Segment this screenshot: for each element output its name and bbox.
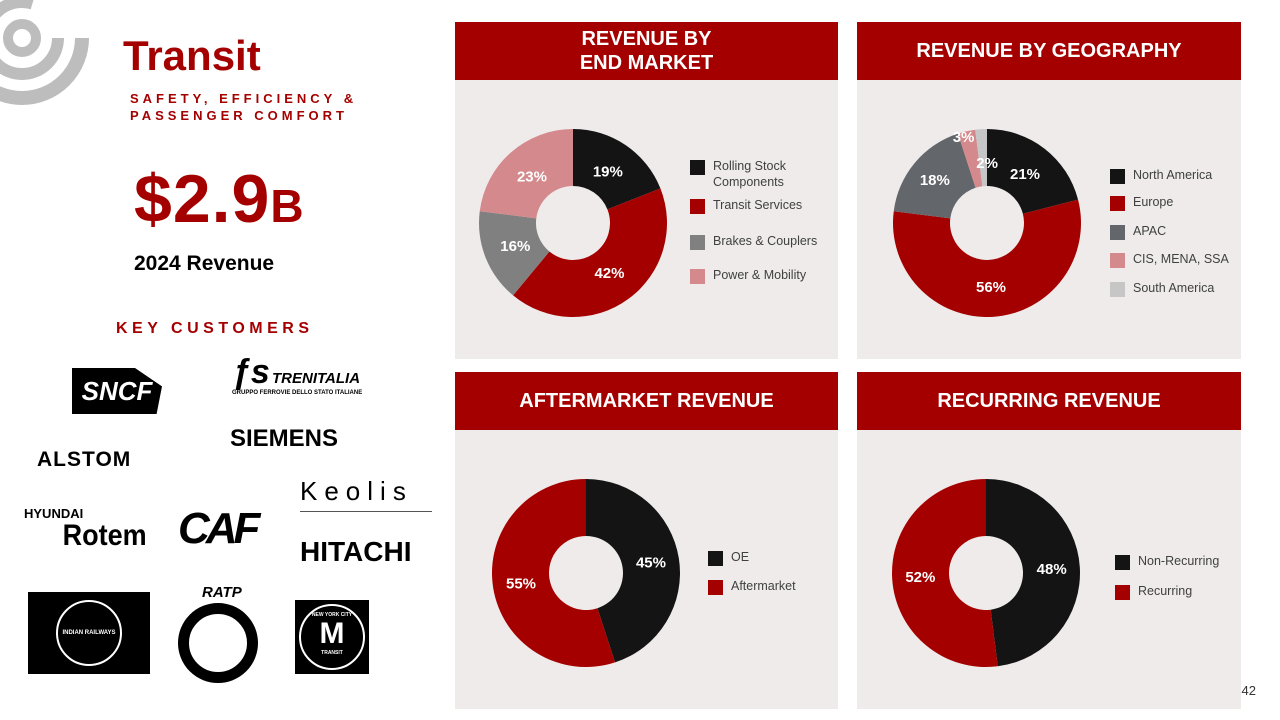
data-label: 19% (593, 164, 623, 181)
page-subtitle: SAFETY, EFFICIENCY & PASSENGER COMFORT (130, 91, 358, 123)
company-logo-swirl (0, 0, 89, 105)
legend-swatch (1110, 282, 1125, 297)
legend-item: Europe (1110, 194, 1173, 211)
data-label: 23% (517, 168, 547, 185)
donut-slice-europe (892, 199, 1081, 317)
legend-swatch (1110, 169, 1125, 184)
legend-item: Aftermarket (708, 578, 796, 595)
data-label: 18% (920, 172, 950, 189)
legend-label: Transit Services (713, 198, 803, 212)
logo-hyundai-rotem: HYUNDAI Rotem (24, 506, 147, 552)
page-title: Transit (123, 32, 261, 79)
legend-item: OE (708, 549, 749, 566)
revenue-number: $2.9 (134, 161, 271, 237)
logo-indian-railways: INDIAN RAILWAYS (28, 592, 150, 674)
legend-label: Aftermarket (731, 579, 796, 593)
data-label: 42% (594, 265, 624, 282)
chart-title-geography: REVENUE BY GEOGRAPHY (857, 22, 1241, 80)
legend-label: Recurring (1138, 584, 1193, 598)
logo-ratp: RATP (178, 584, 258, 683)
logo-trenitalia: ƒs TRENITALIA GRUPPO FERROVIE DELLO STATO… (232, 353, 363, 396)
data-label: 52% (905, 569, 935, 586)
legend-swatch (1115, 555, 1130, 570)
legend-item: South America (1110, 280, 1214, 297)
revenue-label: 2024 Revenue (134, 252, 275, 275)
legend-label: Non-Recurring (1138, 554, 1220, 568)
donut-slice-cis-mena-ssa (957, 129, 983, 188)
donut-slice-power-mobility (479, 129, 573, 219)
legend-item: Rolling Stock Components (690, 158, 803, 190)
legend-item: Power & Mobility (690, 267, 806, 284)
donut-slice-north-america (987, 129, 1079, 214)
logo-keolis: Keolis (300, 476, 432, 512)
legend-item: North America (1110, 167, 1212, 184)
legend-item: Transit Services (690, 197, 802, 214)
legend-item: Brakes & Couplers (690, 233, 817, 250)
chart-title-end-market: REVENUE BY END MARKET (455, 22, 838, 80)
data-label: 3% (953, 129, 975, 146)
data-label: 55% (506, 575, 536, 592)
legend-swatch (690, 269, 705, 284)
logo-alstom: ALSTOM (37, 448, 132, 471)
data-label: 56% (976, 279, 1006, 296)
legend-label: Brakes & Couplers (713, 234, 818, 248)
data-label: 2% (976, 155, 998, 172)
legend-item: Recurring (1115, 583, 1192, 600)
donut-slice-rolling-stock-components (573, 129, 661, 210)
donut-slice-aftermarket (491, 479, 616, 667)
logo-siemens: SIEMENS (230, 425, 339, 452)
legend-item: APAC (1110, 223, 1166, 240)
legend-swatch (1115, 585, 1130, 600)
legend-swatch (690, 160, 705, 175)
key-customers-heading: KEY CUSTOMERS (116, 320, 314, 337)
donut-slice-south-america (975, 129, 987, 187)
chart-title-aftermarket: AFTERMARKET REVENUE (455, 372, 838, 430)
donut-slice-oe (586, 479, 680, 663)
legend-label: OE (731, 550, 750, 564)
legend-label: APAC (1133, 224, 1167, 238)
donut-slice-recurring (891, 479, 998, 667)
data-label: 21% (1010, 166, 1040, 183)
legend-swatch (708, 551, 723, 566)
legend-label: Europe (1133, 195, 1174, 209)
donut-slice-brakes-couplers (478, 211, 550, 296)
legend-swatch (1110, 196, 1125, 211)
page-number: 42 (1241, 683, 1256, 698)
data-label: 48% (1037, 561, 1067, 578)
donut-slice-non-recurring (986, 479, 1080, 667)
data-label: 45% (636, 555, 666, 572)
legend-label: South America (1133, 281, 1215, 295)
logo-hitachi: HITACHI (300, 536, 412, 567)
legend-swatch (1110, 253, 1125, 268)
donut-slice-apac (893, 133, 976, 219)
logo-caf: CAF (178, 504, 260, 553)
legend-label: Power & Mobility (713, 268, 807, 282)
logo-nyc-transit: NEW YORK CITY M TRANSIT (295, 600, 369, 674)
legend-label: North America (1133, 168, 1213, 182)
revenue-value: $2.9B (134, 160, 305, 238)
legend-swatch (690, 199, 705, 214)
legend-swatch (1110, 225, 1125, 240)
legend-label: Rolling Stock Components (713, 159, 786, 189)
legend-item: Non-Recurring (1115, 553, 1219, 570)
data-label: 16% (500, 238, 530, 255)
legend-item: CIS, MENA, SSA (1110, 251, 1229, 268)
legend-label: CIS, MENA, SSA (1133, 252, 1229, 266)
revenue-unit: B (270, 180, 305, 232)
donut-slice-transit-services (513, 188, 667, 317)
chart-title-recurring: RECURRING REVENUE (857, 372, 1241, 430)
legend-swatch (690, 235, 705, 250)
legend-swatch (708, 580, 723, 595)
